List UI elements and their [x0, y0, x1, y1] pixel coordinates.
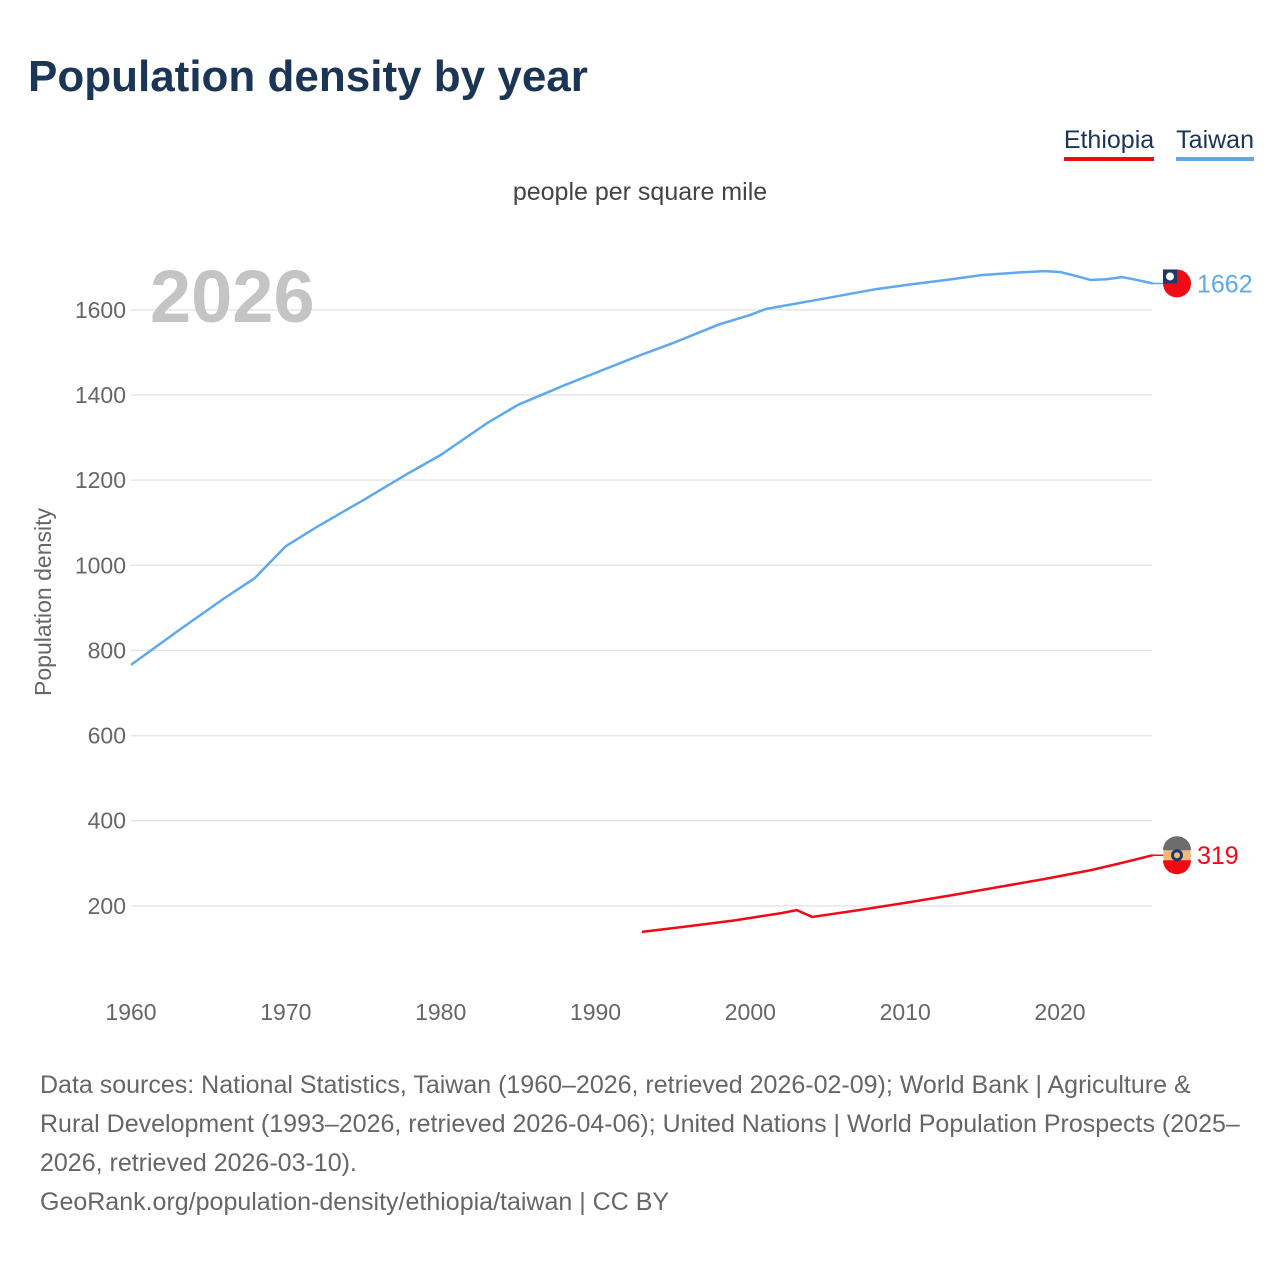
legend-taiwan[interactable]: Taiwan	[1176, 126, 1254, 161]
flag-top-band	[1163, 836, 1191, 851]
end-value-label-ethiopia: 319	[1197, 842, 1239, 870]
taiwan-flag-sun	[1166, 272, 1174, 281]
y-tick-label: 1600	[75, 297, 126, 323]
legend: Ethiopia Taiwan	[1063, 126, 1254, 161]
end-value-label-taiwan: 1662	[1197, 270, 1253, 298]
y-tick-label: 800	[88, 637, 126, 663]
x-tick-label: 1970	[260, 999, 311, 1025]
data-sources: Data sources: National Statistics, Taiwa…	[40, 1071, 1240, 1177]
x-tick-label: 2000	[725, 999, 776, 1025]
y-tick-label: 400	[88, 808, 126, 834]
chart-title: Population density by year	[28, 52, 588, 101]
y-tick-label: 1000	[75, 552, 126, 578]
footer: Data sources: National Statistics, Taiwa…	[40, 1066, 1250, 1222]
y-tick-label: 1400	[75, 382, 126, 408]
y-tick-label: 200	[88, 893, 126, 919]
series-line-ethiopia	[641, 853, 1154, 934]
flag-bottom-band	[1163, 860, 1191, 875]
flag-emblem-center	[1174, 852, 1180, 859]
series-line-taiwan	[130, 269, 1154, 666]
x-tick-label: 1960	[105, 999, 156, 1025]
y-axis-label: Population density	[30, 508, 56, 696]
x-tick-label: 2010	[880, 999, 931, 1025]
current-year-label: 2026	[150, 255, 315, 338]
y-tick-label: 600	[88, 723, 126, 749]
x-tick-label: 1980	[415, 999, 466, 1025]
y-tick-label: 1200	[75, 467, 126, 493]
x-tick-label: 1990	[570, 999, 621, 1025]
x-tick-label: 2020	[1034, 999, 1085, 1025]
chart-subtitle: people per square mile	[512, 178, 768, 206]
line-chart: 200 400 600 800 1000 1200 1400 1600 1960 1970 1980…	[30, 269, 1253, 1025]
legend-ethiopia[interactable]: Ethiopia	[1063, 126, 1155, 161]
source-link[interactable]: GeoRank.org/population-density/ethiopia/…	[40, 1188, 670, 1216]
